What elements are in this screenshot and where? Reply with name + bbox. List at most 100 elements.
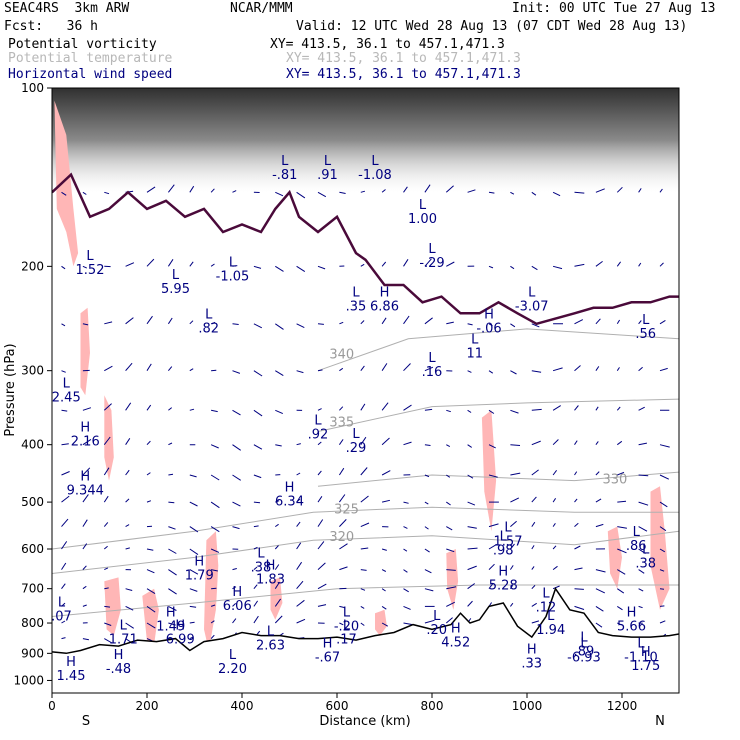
hl-value-45: -.67 (315, 651, 340, 666)
hl-marker-32: H (166, 606, 176, 621)
wind-vector-122 (189, 408, 195, 411)
hl-value-8: .82 (198, 322, 219, 337)
wind-vector-85 (638, 320, 642, 325)
wind-vector-206 (125, 498, 130, 503)
wind-vector-188 (360, 467, 368, 476)
wind-vector-68 (275, 323, 284, 330)
wind-vector-70 (317, 323, 324, 325)
wind-vector-192 (446, 474, 451, 478)
wind-vector-23 (552, 191, 561, 197)
wind-vector-257 (595, 523, 604, 528)
wind-vector-63 (167, 317, 173, 325)
wind-vector-383 (189, 621, 195, 624)
wind-vector-176 (103, 467, 110, 476)
y-tick-label-6: 700 (21, 582, 44, 596)
wind-vector-114 (638, 366, 643, 372)
wind-vector-141 (595, 406, 599, 411)
wind-vector-328 (253, 584, 258, 590)
wind-vector-96 (253, 370, 263, 377)
hl-value-17: 2.16 (71, 434, 100, 449)
wind-vector-374 (617, 605, 623, 611)
hl-marker-28: H (266, 559, 276, 574)
hl-value-33: -.20 (334, 620, 359, 635)
wind-vector-244 (317, 519, 324, 527)
wind-vector-107 (488, 370, 494, 374)
hl-value-9: .35 (346, 300, 367, 315)
wind-vector-314 (574, 567, 583, 571)
stratosphere-shading (52, 88, 679, 193)
wind-vector-20 (488, 191, 495, 194)
wind-vector-118 (103, 403, 112, 411)
wind-vector-258 (617, 526, 627, 529)
wind-vector-160 (381, 437, 390, 446)
wind-vector-408 (104, 638, 113, 644)
wind-vector-26 (616, 186, 623, 193)
wind-vector-407 (82, 638, 89, 641)
wind-vector-179 (168, 473, 174, 476)
south-end-label: S (82, 714, 90, 729)
wind-vector-382 (168, 622, 176, 626)
wind-vector-287 (617, 548, 627, 554)
wind-vector-72 (360, 320, 365, 325)
hl-marker-20: H (80, 470, 90, 485)
wind-vector-362 (360, 605, 365, 609)
pv-region-11 (375, 609, 387, 636)
wind-vector-91 (146, 363, 152, 371)
wind-vector-137 (510, 409, 519, 414)
wind-vector-6 (189, 185, 195, 193)
wind-vector-318 (659, 569, 665, 572)
wind-vector-207 (146, 500, 152, 503)
hl-marker-36: H (627, 606, 637, 621)
hl-value-49: .07 (51, 609, 72, 624)
wind-vector-4 (146, 186, 156, 193)
wind-vector-319 (61, 583, 66, 590)
wind-vector-43 (360, 263, 365, 267)
hl-value-28: 1.83 (256, 573, 285, 588)
wind-vector-60 (104, 321, 113, 325)
wind-vector-92 (168, 366, 173, 372)
wind-vector-405 (659, 620, 666, 624)
wind-vector-112 (595, 366, 600, 371)
wind-vector-339 (488, 583, 494, 589)
wind-vector-157 (317, 441, 322, 446)
wind-vector-50 (510, 265, 515, 270)
wind-vector-240 (232, 526, 240, 530)
wind-vector-350 (104, 605, 111, 608)
hl-value-22: 1.57 (494, 534, 523, 549)
wind-vector-67 (253, 323, 263, 329)
wind-vector-25 (595, 188, 605, 193)
hl-value-39: .17 (336, 632, 357, 647)
theta-contour-0 (317, 328, 679, 372)
wind-vector-62 (146, 315, 153, 325)
hl-marker-31: L (542, 587, 550, 602)
wind-vector-73 (381, 317, 387, 325)
wind-vector-347 (659, 588, 665, 590)
wind-vector-191 (424, 474, 430, 478)
wind-vector-109 (531, 370, 542, 373)
wind-vector-325 (189, 588, 198, 592)
wind-vector-231 (659, 501, 668, 508)
wind-vector-0 (61, 191, 67, 196)
wind-vector-379 (104, 622, 112, 626)
hl-marker-35: L (547, 609, 555, 624)
hl-marker-12: L (471, 333, 479, 348)
wind-vector-11 (296, 191, 306, 199)
wind-vector-219 (403, 501, 409, 504)
field-pv-name: Potential vorticity (8, 37, 157, 52)
hl-value-10: 6.86 (370, 300, 399, 315)
hl-marker-48: L (229, 648, 237, 663)
y-tick-label-8: 900 (21, 646, 44, 660)
hl-value-7: -1.05 (216, 269, 250, 284)
wind-vector-346 (638, 588, 644, 592)
x-tick-label-0: 0 (48, 699, 56, 713)
wind-vector-71 (339, 321, 344, 325)
wind-vector-309 (467, 565, 477, 571)
wind-vector-193 (467, 474, 474, 479)
wind-vector-375 (638, 605, 643, 609)
wind-vector-110 (552, 367, 563, 372)
wind-vector-208 (168, 501, 175, 504)
wind-vector-363 (381, 605, 387, 610)
wind-vector-253 (510, 520, 517, 527)
wind-vector-46 (424, 258, 432, 267)
pv-region-3 (204, 531, 219, 651)
